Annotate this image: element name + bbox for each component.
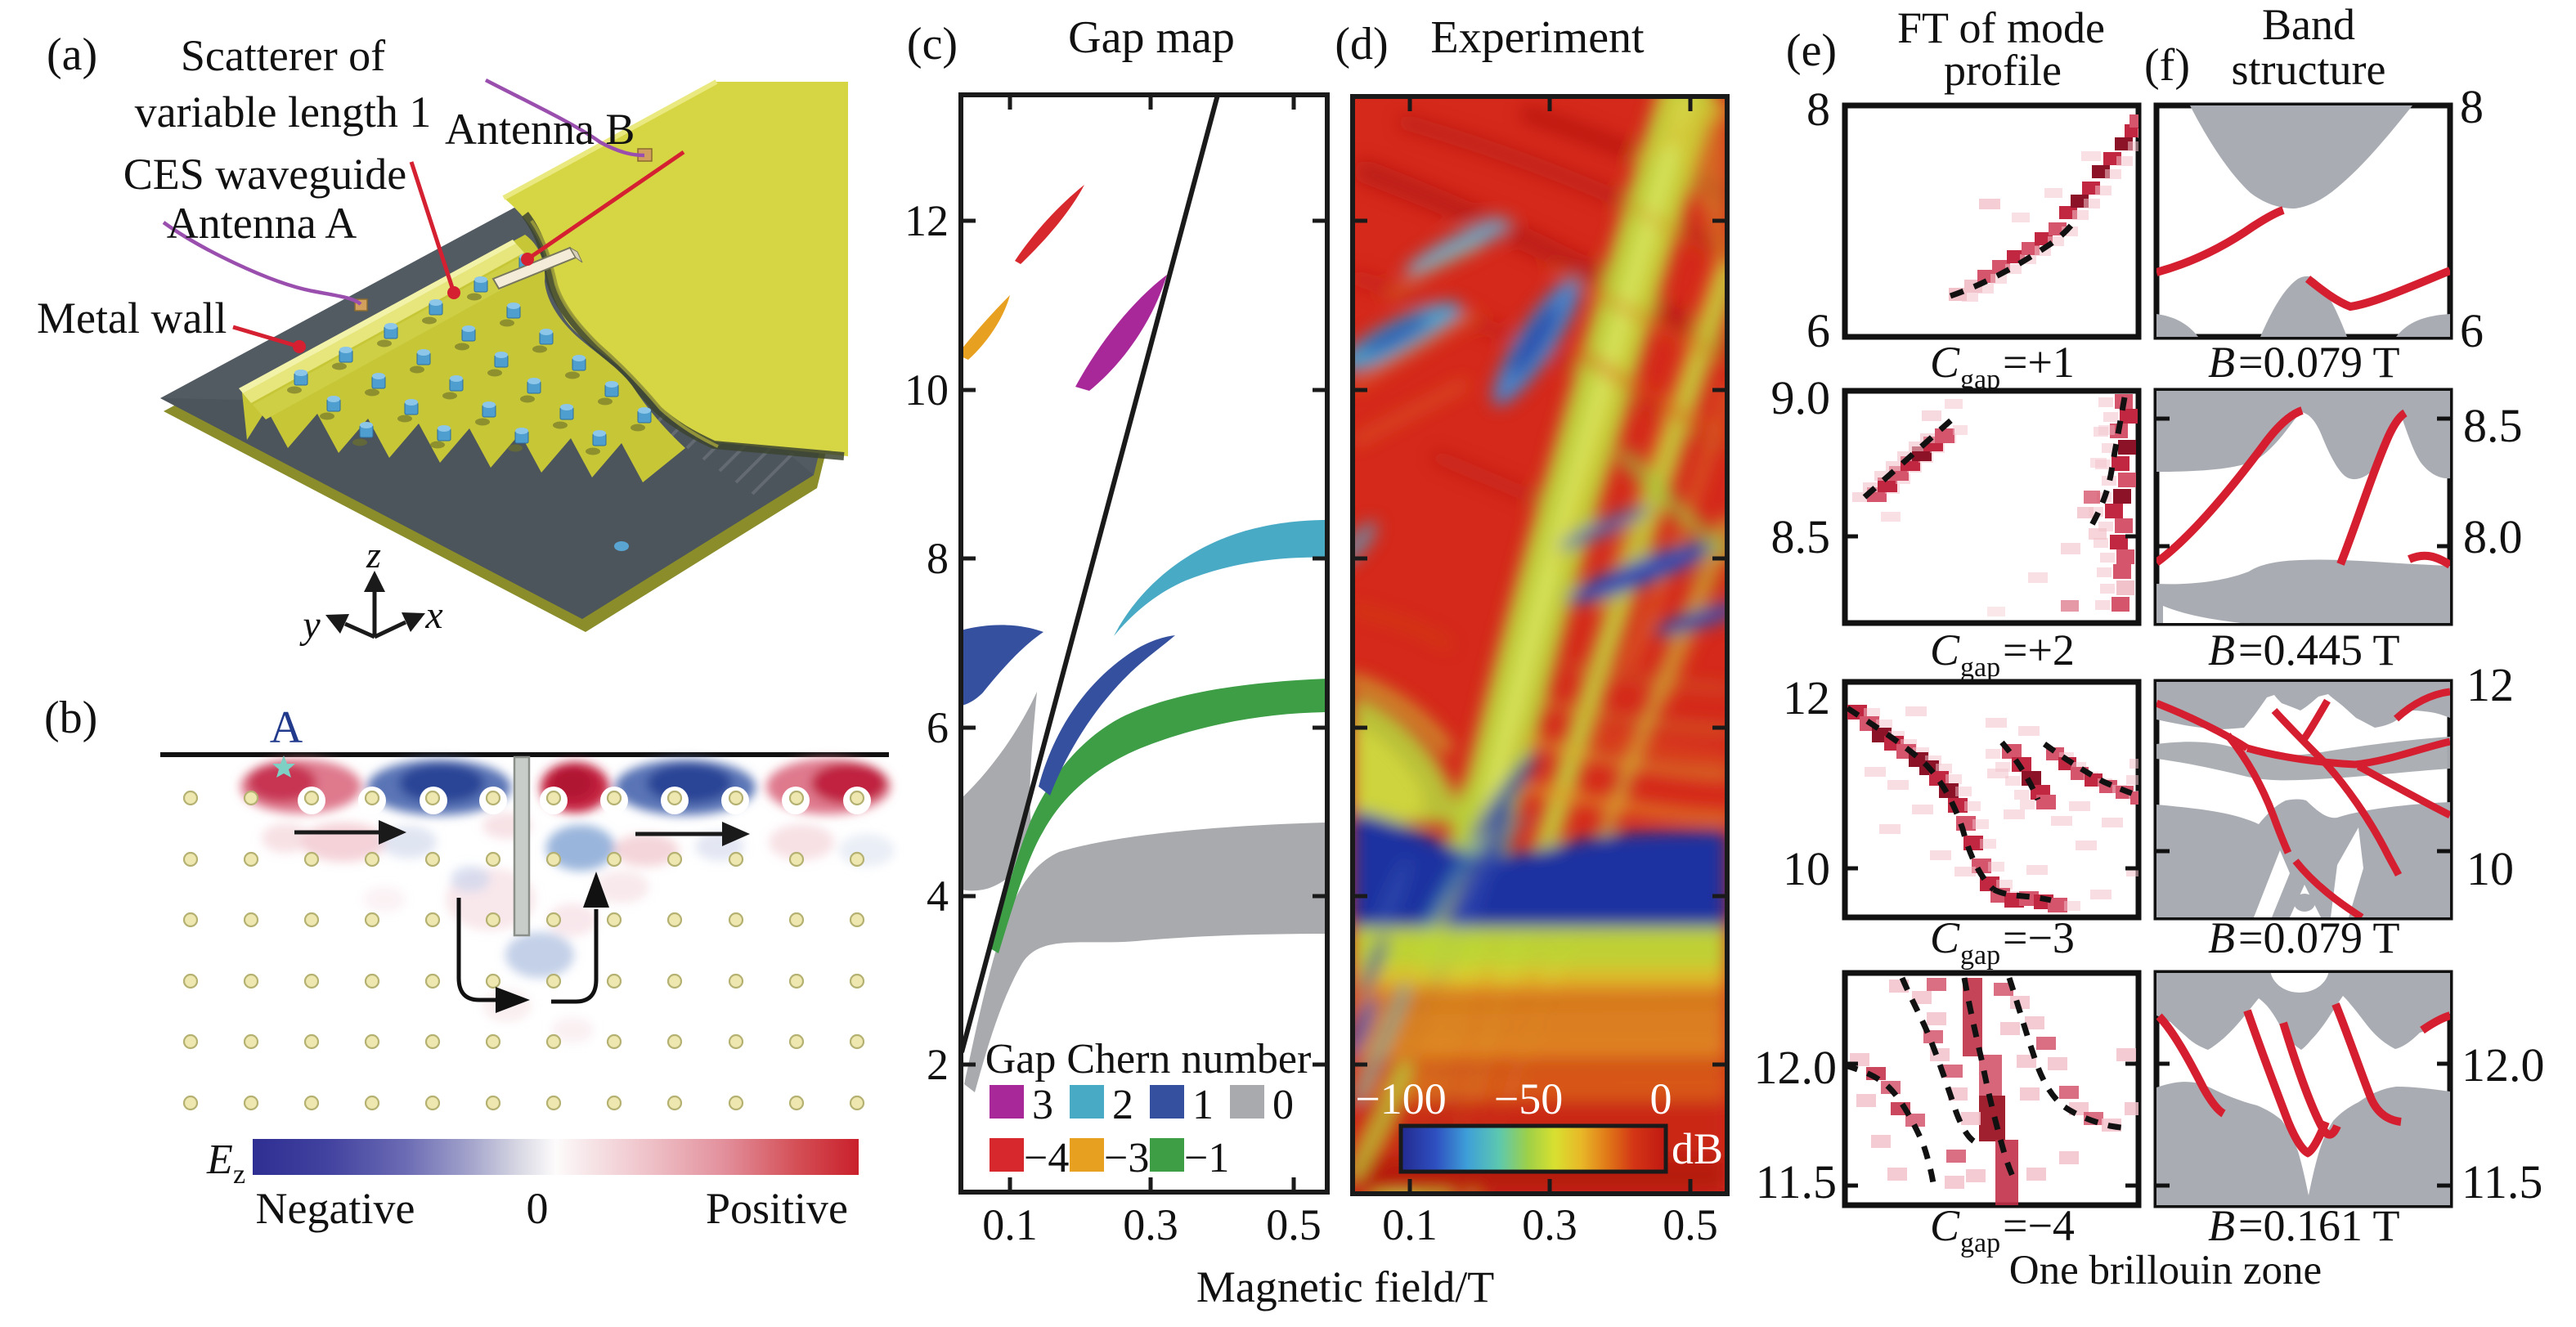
svg-text:gap: gap [1960,1228,2000,1258]
svg-text:Experiment: Experiment [1430,12,1645,63]
svg-text:8: 8 [2460,80,2484,133]
svg-text:gap: gap [1960,652,2000,683]
svg-text:(a): (a) [47,29,97,80]
svg-text:12: 12 [1783,671,1830,724]
svg-text:Gap Chern number: Gap Chern number [985,1036,1312,1083]
svg-text:=0.079 T: =0.079 T [2238,338,2399,387]
svg-text:=−4: =−4 [2003,1201,2075,1250]
svg-text:dB: dB [1672,1124,1723,1173]
svg-text:0.3: 0.3 [1522,1200,1577,1249]
svg-text:−50: −50 [1494,1074,1563,1123]
svg-text:−100: −100 [1355,1074,1446,1123]
svg-text:C: C [1930,913,1960,962]
svg-text:−4: −4 [1024,1135,1069,1181]
svg-text:8.5: 8.5 [1771,510,1831,563]
svg-text:=0.161 T: =0.161 T [2238,1201,2399,1250]
svg-text:C: C [1930,1201,1960,1250]
svg-text:6: 6 [2460,304,2484,357]
svg-text:10: 10 [1783,842,1830,895]
svg-text:8: 8 [1806,83,1830,136]
svg-text:=+1: =+1 [2003,338,2075,387]
svg-text:(b): (b) [44,693,97,743]
svg-text:6: 6 [1806,304,1830,357]
svg-text:(d): (d) [1335,19,1388,69]
svg-text:2: 2 [927,1040,949,1089]
svg-text:One brillouin zone: One brillouin zone [2009,1248,2322,1293]
svg-text:variable length 1: variable length 1 [135,87,432,137]
svg-text:11.5: 11.5 [2462,1155,2542,1208]
svg-text:Metal wall: Metal wall [37,294,227,343]
svg-text:0: 0 [1272,1082,1294,1128]
svg-text:10: 10 [904,365,949,415]
svg-text:12: 12 [2466,658,2514,711]
svg-text:8.0: 8.0 [2463,510,2523,563]
svg-text:(f): (f) [2144,40,2190,91]
svg-text:gap: gap [1960,940,2000,971]
svg-text:=+2: =+2 [2003,625,2075,675]
svg-text:FT of mode: FT of mode [1897,3,2105,52]
svg-text:12: 12 [904,196,949,245]
svg-text:Antenna A: Antenna A [167,199,357,248]
svg-text:0.1: 0.1 [1382,1200,1438,1249]
svg-text:Positive: Positive [706,1184,848,1233]
svg-text:8: 8 [927,534,949,583]
svg-text:CES waveguide: CES waveguide [123,150,406,199]
svg-text:1: 1 [1192,1082,1214,1128]
svg-text:10: 10 [2466,842,2514,895]
svg-text:y: y [298,603,321,647]
svg-text:(c): (c) [907,19,958,69]
svg-text:=−3: =−3 [2003,913,2075,962]
svg-text:8.5: 8.5 [2463,399,2523,452]
svg-text:B: B [2208,1201,2235,1250]
svg-text:12.0: 12.0 [1754,1041,1838,1094]
svg-text:(e): (e) [1786,25,1837,76]
svg-text:0.1: 0.1 [982,1200,1038,1249]
svg-text:z: z [233,1159,245,1190]
svg-text:Band: Band [2262,0,2355,49]
svg-text:11.5: 11.5 [1756,1155,1837,1208]
svg-text:=0.445 T: =0.445 T [2238,625,2399,675]
svg-text:2: 2 [1112,1082,1133,1128]
svg-text:Gap map: Gap map [1068,12,1235,63]
svg-text:0.3: 0.3 [1123,1200,1178,1249]
svg-text:=0.079 T: =0.079 T [2238,913,2399,962]
svg-text:Magnetic field/T: Magnetic field/T [1196,1262,1494,1311]
svg-text:C: C [1930,338,1960,387]
svg-text:−1: −1 [1184,1135,1229,1181]
svg-text:B: B [2208,913,2235,962]
svg-text:Antenna B: Antenna B [445,105,635,154]
svg-text:0: 0 [1650,1074,1672,1123]
svg-text:structure: structure [2232,45,2386,94]
svg-text:B: B [2208,625,2235,675]
svg-text:x: x [424,594,442,637]
svg-text:z: z [366,534,381,576]
svg-text:12.0: 12.0 [2462,1038,2545,1092]
svg-text:4: 4 [927,872,949,921]
svg-text:6: 6 [927,703,949,752]
svg-text:E: E [206,1136,233,1183]
svg-text:C: C [1930,625,1960,675]
svg-text:−3: −3 [1104,1135,1149,1181]
svg-text:B: B [2208,338,2235,387]
svg-text:9.0: 9.0 [1771,371,1831,424]
svg-text:0: 0 [527,1184,549,1233]
svg-text:profile: profile [1944,46,2062,95]
svg-text:0.5: 0.5 [1266,1200,1322,1249]
svg-text:A: A [270,702,303,753]
svg-text:Negative: Negative [256,1184,415,1233]
svg-text:Scatterer of: Scatterer of [181,31,385,80]
svg-text:0.5: 0.5 [1663,1200,1718,1249]
svg-text:3: 3 [1032,1082,1053,1128]
